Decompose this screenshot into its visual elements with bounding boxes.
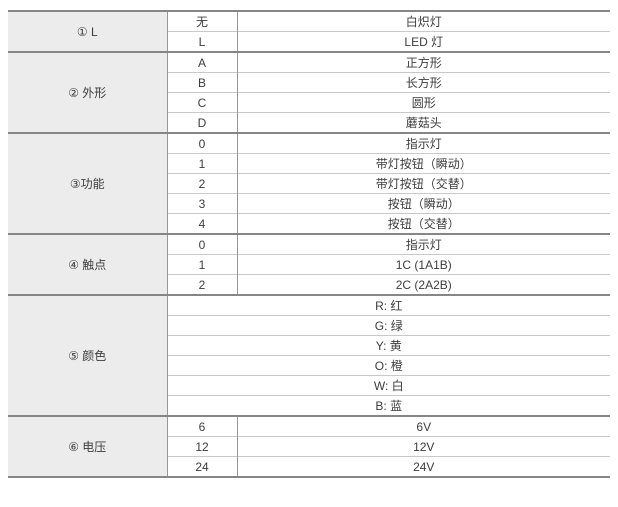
option-cell: B: 蓝 bbox=[167, 395, 610, 416]
section-label: ⑤ 颜色 bbox=[8, 294, 168, 416]
table-row: 1 1C (1A1B) bbox=[8, 254, 610, 275]
code-cell: A bbox=[167, 51, 238, 73]
table-row: 2 带灯按钮（交替） bbox=[8, 173, 610, 194]
table-row: 1 带灯按钮（瞬动） bbox=[8, 153, 610, 174]
code-cell: 3 bbox=[167, 193, 238, 214]
table-row: ① L 无白炽灯 bbox=[8, 10, 610, 52]
table-row: 12 12V bbox=[8, 436, 610, 457]
option-cell: W: 白 bbox=[167, 375, 610, 396]
code-cell: 6 bbox=[167, 415, 238, 437]
code-cell: 2 bbox=[167, 274, 238, 295]
section-label: ① L bbox=[8, 10, 168, 52]
table-row: G: 绿 bbox=[8, 315, 610, 336]
table-row: Y: 黄 bbox=[8, 335, 610, 356]
table-row: O: 橙 bbox=[8, 355, 610, 376]
option-cell: O: 橙 bbox=[167, 355, 610, 376]
table-row: L LED 灯 bbox=[8, 31, 610, 52]
code-cell: 1 bbox=[167, 254, 238, 275]
description-cell: 正方形 bbox=[237, 51, 610, 73]
code-cell: 0 bbox=[167, 233, 238, 255]
table-row: ② 外形 A 正方形 bbox=[8, 51, 610, 133]
description-cell: 带灯按钮（交替） bbox=[237, 173, 610, 194]
description-cell: 白炽灯 bbox=[237, 10, 610, 32]
description-cell: 6V bbox=[237, 415, 610, 437]
description-cell: 24V bbox=[237, 456, 610, 477]
section-label: ② 外形 bbox=[8, 51, 168, 133]
table-row: B: 蓝 bbox=[8, 395, 610, 416]
table-row: ③功能 0 指示灯 bbox=[8, 132, 610, 234]
description-cell: 长方形 bbox=[237, 72, 610, 93]
option-cell: Y: 黄 bbox=[167, 335, 610, 356]
table-row: 3 按钮（瞬动） bbox=[8, 193, 610, 214]
section-label: ③功能 bbox=[8, 132, 168, 234]
description-cell: 蘑菇头 bbox=[237, 112, 610, 133]
description-cell: 圆形 bbox=[237, 92, 610, 113]
code-cell: 无 bbox=[167, 10, 238, 32]
code-cell: D bbox=[167, 112, 238, 133]
description-cell: 指示灯 bbox=[237, 132, 610, 154]
table-row: ④ 触点 0 指示灯 bbox=[8, 233, 610, 295]
description-cell: 2C (2A2B) bbox=[237, 274, 610, 295]
description-cell: 按钮（瞬动） bbox=[237, 193, 610, 214]
description-cell: 12V bbox=[237, 436, 610, 457]
table-row: W: 白 bbox=[8, 375, 610, 396]
description-cell: 1C (1A1B) bbox=[237, 254, 610, 275]
table-row: ⑤ 颜色 R: 红 bbox=[8, 294, 610, 416]
code-cell: C bbox=[167, 92, 238, 113]
description-cell: 带灯按钮（瞬动） bbox=[237, 153, 610, 174]
table-row: 24 24V bbox=[8, 456, 610, 477]
section-label: ④ 触点 bbox=[8, 233, 168, 295]
code-cell: 4 bbox=[167, 213, 238, 234]
code-cell: 0 bbox=[167, 132, 238, 154]
code-cell: 24 bbox=[167, 456, 238, 477]
section-label: ⑥ 电压 bbox=[8, 415, 168, 477]
table-row: C 圆形 bbox=[8, 92, 610, 113]
code-cell: 2 bbox=[167, 173, 238, 194]
option-cell: G: 绿 bbox=[167, 315, 610, 336]
description-cell: LED 灯 bbox=[237, 31, 610, 52]
table-row: D 蘑菇头 bbox=[8, 112, 610, 133]
table-row: ⑥ 电压 6 6V bbox=[8, 415, 610, 477]
code-cell: L bbox=[167, 31, 238, 52]
description-cell: 按钮（交替） bbox=[237, 213, 610, 234]
code-cell: B bbox=[167, 72, 238, 93]
table-row: B 长方形 bbox=[8, 72, 610, 93]
description-cell: 指示灯 bbox=[237, 233, 610, 255]
option-cell: R: 红 bbox=[167, 294, 610, 316]
code-cell: 12 bbox=[167, 436, 238, 457]
table-row: 4 按钮（交替） bbox=[8, 213, 610, 234]
code-cell: 1 bbox=[167, 153, 238, 174]
table-row: 2 2C (2A2B) bbox=[8, 274, 610, 295]
